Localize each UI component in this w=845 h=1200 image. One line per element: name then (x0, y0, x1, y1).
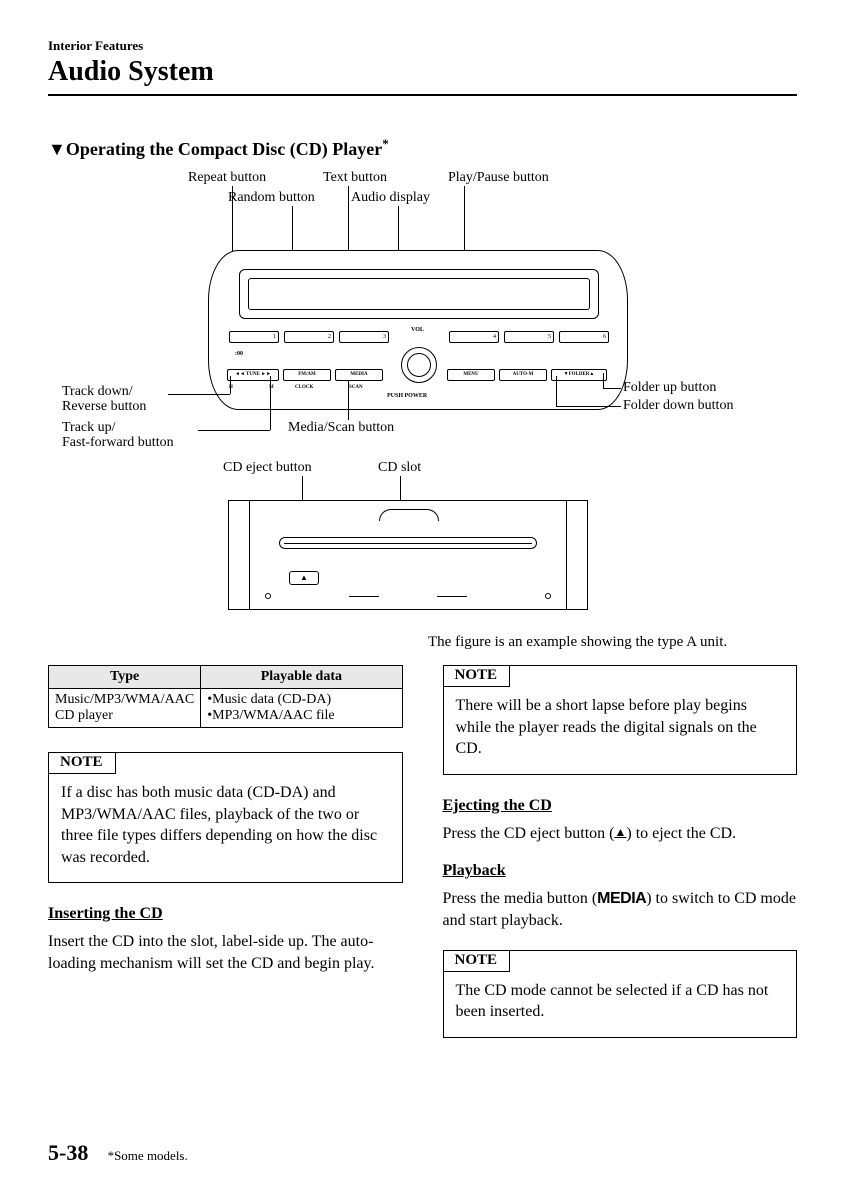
note-box-2: NOTE There will be a short lapse before … (443, 665, 798, 775)
media-inline-label: MEDIA (597, 890, 646, 907)
note-title: NOTE (443, 665, 511, 687)
section-heading-text: Operating the Compact Disc (CD) Player (66, 139, 382, 159)
th-playable: Playable data (201, 666, 402, 689)
label-folder-up: Folder up button (623, 380, 716, 396)
section-heading: ▼Operating the Compact Disc (CD) Player* (48, 136, 797, 160)
page-header: Interior Features Audio System (48, 38, 797, 96)
eject-icon: ▲ (614, 824, 626, 840)
right-column: NOTE There will be a short lapse before … (443, 665, 798, 1060)
label-repeat: Repeat button (188, 170, 266, 186)
page-number: 5-38 (48, 1140, 88, 1165)
playable-data-table: Type Playable data Music/MP3/WMA/AAC CD … (48, 665, 403, 728)
audio-display (239, 269, 599, 319)
label-track-down: Track down/Reverse button (62, 384, 146, 415)
clock-label: CLOCK (295, 385, 313, 390)
preset-1: 1 (229, 331, 279, 343)
autom-button: AUTO-M (499, 369, 547, 381)
note-body: The CD mode cannot be selected if a CD h… (444, 972, 797, 1037)
scan-label: SCAN (349, 385, 363, 390)
body-ejecting: Press the CD eject button (▲) to eject t… (443, 823, 798, 845)
label-media-scan: Media/Scan button (288, 420, 394, 436)
menu-button: MENU (447, 369, 495, 381)
td-type: Music/MP3/WMA/AAC CD player (49, 689, 201, 728)
page-title: Audio System (48, 56, 797, 88)
label-folder-down: Folder down button (623, 398, 733, 414)
label-track-up: Track up/Fast-forward button (62, 420, 174, 451)
note-box-3: NOTE The CD mode cannot be selected if a… (443, 950, 798, 1038)
left-column: Type Playable data Music/MP3/WMA/AAC CD … (48, 665, 403, 1060)
heading-ejecting: Ejecting the CD (443, 797, 798, 815)
category-label: Interior Features (48, 38, 797, 54)
note-title: NOTE (48, 752, 116, 774)
heading-playback: Playback (443, 862, 798, 880)
note-body: There will be a short lapse before play … (444, 687, 797, 774)
folder-button: ▼FOLDER▲ (551, 369, 607, 381)
label-cd-slot: CD slot (378, 460, 421, 476)
zero-label: :00 (235, 351, 243, 357)
body-playback: Press the media button (MEDIA) to switch… (443, 888, 798, 931)
body-inserting: Insert the CD into the slot, label-side … (48, 931, 403, 974)
preset-2: 2 (284, 331, 334, 343)
radio-unit: 1 2 3 4 5 6 VOL PUSH POWER :00 ◄◄ TUNE ►… (208, 250, 628, 410)
label-text: Text button (323, 170, 387, 186)
note-body: If a disc has both music data (CD-DA) an… (49, 774, 402, 882)
preset-6: 6 (559, 331, 609, 343)
cd-eject-button: ▲ (289, 571, 319, 585)
volume-dial (401, 347, 437, 383)
note-box-1: NOTE If a disc has both music data (CD-D… (48, 752, 403, 883)
label-play-pause: Play/Pause button (448, 170, 549, 186)
tune-button: ◄◄ TUNE ►► (227, 369, 279, 381)
preset-4: 4 (449, 331, 499, 343)
push-power-label: PUSH POWER (387, 393, 427, 399)
cd-player-diagram: Repeat button Text button Play/Pause but… (48, 170, 797, 630)
media-button: MEDIA (335, 369, 383, 381)
asterisk-icon: * (382, 136, 389, 151)
page-footer: 5-38 *Some models. (48, 1140, 188, 1166)
label-random: Random button (228, 190, 315, 206)
figure-caption: The figure is an example showing the typ… (428, 634, 797, 651)
cd-unit: ▲ (228, 500, 588, 610)
label-cd-eject: CD eject button (223, 460, 312, 476)
heading-inserting: Inserting the CD (48, 905, 403, 923)
note-title: NOTE (443, 950, 511, 972)
label-audio-display: Audio display (351, 190, 430, 206)
marker-triangle: ▼ (48, 139, 66, 159)
fmam-button: FM/AM (283, 369, 331, 381)
vol-label: VOL (411, 327, 424, 333)
preset-3: 3 (339, 331, 389, 343)
td-data: •Music data (CD-DA) •MP3/WMA/AAC file (201, 689, 402, 728)
cd-slot (279, 537, 537, 549)
preset-5: 5 (504, 331, 554, 343)
footnote: *Some models. (108, 1148, 188, 1163)
th-type: Type (49, 666, 201, 689)
